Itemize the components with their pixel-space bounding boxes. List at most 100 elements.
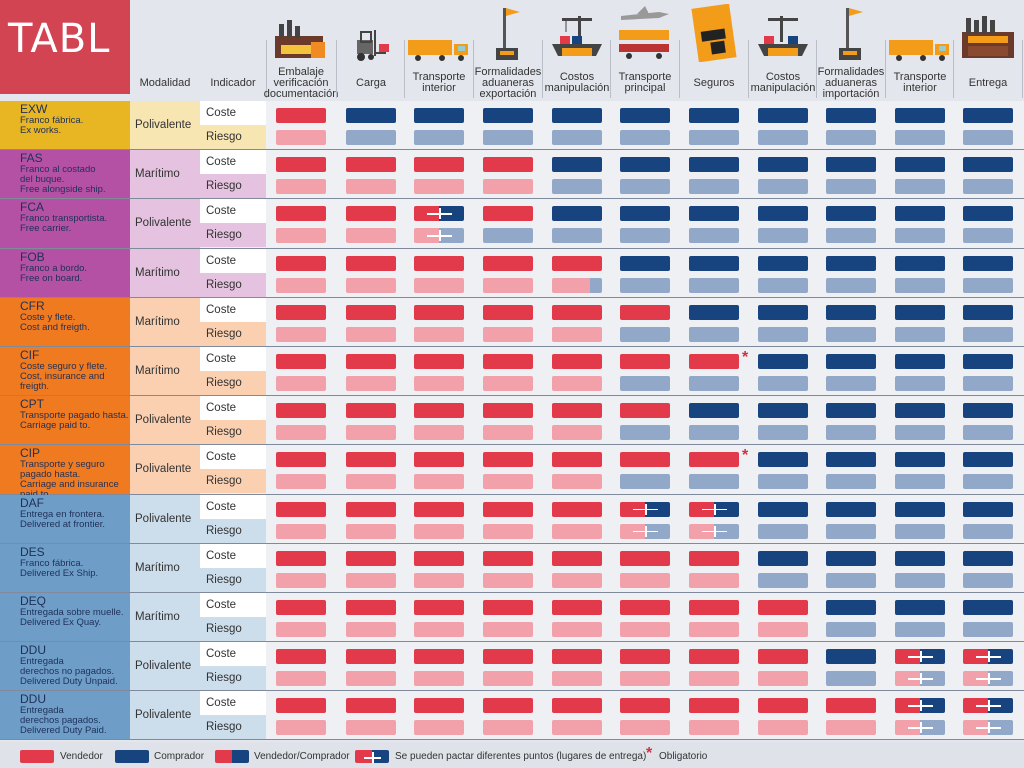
seller-risk-bar: [346, 523, 396, 539]
truck-icon: [886, 2, 953, 62]
indicator-cost-label: Coste: [200, 297, 266, 322]
buyer-cost-bar: [758, 353, 808, 369]
seller-risk-bar: [414, 572, 464, 588]
incoterm-code: FOB: [20, 249, 45, 264]
buyer-cost-bar: [483, 108, 533, 123]
responsibility-cell: [406, 544, 473, 592]
table-row: DDU Entregada derechos no pagados. Delivere…: [0, 642, 1024, 692]
buyer-risk-bar: [552, 130, 602, 145]
responsibility-cell: [338, 150, 405, 198]
indicator-risk-label: Riesgo: [200, 125, 266, 149]
incoterm-description: Delivered Duty Paid.: [20, 725, 107, 737]
column-header-stage: Formalidades aduaneras importación: [816, 64, 886, 102]
seller-cost-bar: [483, 649, 533, 665]
responsibility-cell: [818, 298, 885, 346]
buyer-cost-bar: [758, 501, 808, 517]
incoterm-description: Cost and freigth.: [20, 321, 90, 333]
responsibility-cell: [544, 691, 611, 739]
buyer-cost-bar: [895, 550, 945, 566]
column-header-modalidad: Modalidad: [139, 76, 191, 89]
responsibility-cell: [612, 101, 679, 149]
stage-label-line: Carga: [356, 76, 386, 89]
incoterm-description: Cost, insurance and freigth.: [20, 370, 105, 392]
indicator-cell: Coste Riesgo: [200, 101, 266, 149]
seller-risk-bar: [483, 474, 533, 490]
responsibility-cell: [406, 249, 473, 297]
seller-cost-bar: [620, 353, 670, 369]
buyer-cost-bar: [826, 304, 876, 320]
responsibility-cell: [750, 544, 817, 592]
buyer-cost-bar: [758, 403, 808, 419]
stage-label: Formalidades aduaneras importación: [818, 66, 885, 100]
responsibility-cell: [475, 495, 542, 543]
responsibility-cell: [544, 150, 611, 198]
buyer-risk-bar: [826, 130, 876, 145]
legend-seller-swatch: [20, 750, 54, 763]
seller-cost-bar: [689, 649, 739, 665]
seller-cost-bar: [483, 403, 533, 419]
buyer-risk-bar: [620, 375, 670, 391]
buyer-cost-bar: [758, 255, 808, 271]
buyer-risk-bar: [895, 179, 945, 195]
buyer-risk-bar: [758, 130, 808, 145]
seller-risk-bar: [346, 572, 396, 588]
seller-cost-bar: [552, 255, 602, 271]
buyer-cost-bar: [620, 206, 670, 222]
responsibility-cell: [268, 544, 335, 592]
responsibility-cell: [544, 593, 611, 641]
incoterm-code: EXW: [20, 102, 48, 116]
indicator-cost-label: Coste: [200, 396, 266, 421]
responsibility-cell: [750, 347, 817, 395]
buyer-risk-bar: [963, 179, 1013, 195]
responsibility-cell: [955, 199, 1022, 247]
seller-risk-bar: [276, 474, 326, 490]
responsibility-cell: [406, 495, 473, 543]
modality-cell: Polivalente: [130, 199, 200, 248]
column-separator: [542, 40, 543, 98]
responsibility-cell: [612, 495, 679, 543]
seller-cost-bar: [276, 206, 326, 222]
seller-cost-bar: [414, 599, 464, 615]
buyer-cost-bar: [895, 255, 945, 271]
negotiable-cost-bar: [895, 649, 945, 665]
seller-cost-bar: [346, 599, 396, 615]
column-separator: [610, 40, 611, 98]
seller-cost-bar: [276, 550, 326, 566]
responsibility-cell: [818, 101, 885, 149]
incoterm-description: Franco al costado: [20, 164, 96, 176]
seller-cost-bar: [689, 452, 739, 468]
table-row: DES Franco fábrica. Delivered Ex Ship. Marí…: [0, 543, 1024, 593]
indicator-risk-label: Riesgo: [200, 666, 266, 691]
responsibility-cell: [887, 593, 954, 641]
seller-cost-bar: [483, 599, 533, 615]
incoterm-cell: DEQ Entregada sobre muelle. Delivered Ex Q…: [0, 592, 130, 642]
seller-risk-bar: [689, 572, 739, 588]
plane-ship-icon: [611, 2, 678, 62]
seller-risk-bar: [758, 671, 808, 687]
incoterm-cell: FAS Franco al costado del buque. Free along…: [0, 150, 130, 199]
responsibility-cell: *: [681, 347, 748, 395]
stage-label-line: verificación: [273, 76, 329, 89]
seller-cost-bar: [552, 698, 602, 714]
modality-cell: Polivalente: [130, 691, 200, 740]
buyer-risk-bar: [689, 474, 739, 490]
responsibility-cell: [955, 445, 1022, 493]
buyer-cost-bar: [689, 206, 739, 222]
buyer-risk-bar: [826, 277, 876, 293]
buyer-risk-bar: [895, 326, 945, 342]
indicator-cost-label: Coste: [200, 543, 266, 568]
responsibility-cell: [612, 347, 679, 395]
buyer-risk-bar: [758, 179, 808, 195]
incoterm-code: DAF: [20, 495, 44, 510]
port-destination-icon: [749, 2, 816, 62]
table-row: EXW Franco fábrica. Ex works. Polivalente Co…: [0, 101, 1024, 151]
column-header-stage: Formalidades aduaneras exportación: [473, 64, 543, 102]
stage-label-line: aduaneras: [824, 76, 877, 89]
seller-risk-bar: [414, 474, 464, 490]
buyer-cost-bar: [758, 157, 808, 173]
table-row: CIF Coste seguro y flete. Cost, insurance …: [0, 346, 1024, 397]
responsibility-cell: [887, 691, 954, 739]
negotiable-risk-bar: [963, 720, 1013, 736]
negotiable-risk-bar: [895, 671, 945, 687]
seller-cost-bar: [346, 649, 396, 665]
